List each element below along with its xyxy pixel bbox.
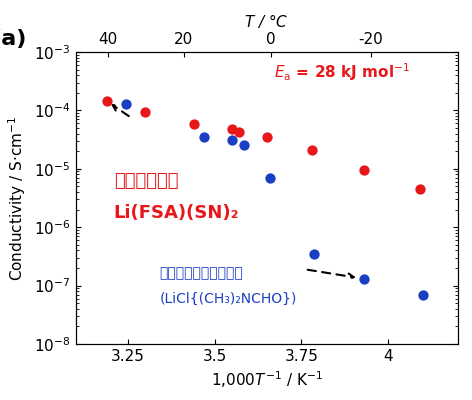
Point [122, 100, 130, 107]
Point [310, 251, 317, 257]
Point [228, 126, 236, 132]
Text: 今回開発した: 今回開発した [114, 172, 178, 190]
Point [240, 141, 248, 148]
Point [228, 137, 236, 143]
Point [263, 134, 270, 140]
X-axis label: $T$ / °C: $T$ / °C [244, 12, 289, 30]
Point [141, 108, 149, 115]
Text: (a): (a) [0, 29, 27, 49]
Point [200, 134, 208, 140]
Y-axis label: Conductivity / S·cm$^{-1}$: Conductivity / S·cm$^{-1}$ [7, 115, 28, 281]
Text: 既報の分子結晶電解質: 既報の分子結晶電解質 [160, 266, 244, 280]
Point [103, 98, 110, 104]
Point [308, 147, 316, 153]
Point [360, 276, 368, 282]
Point [235, 129, 243, 135]
Point [360, 167, 368, 173]
Point [416, 186, 423, 192]
Point [419, 292, 427, 298]
Point [190, 121, 197, 128]
Point [266, 175, 274, 181]
Text: $\mathit{E}_{\mathrm{a}}$ = 28 kJ mol$^{-1}$: $\mathit{E}_{\mathrm{a}}$ = 28 kJ mol$^{… [274, 62, 411, 83]
X-axis label: 1,000$T^{-1}$ / K$^{-1}$: 1,000$T^{-1}$ / K$^{-1}$ [211, 370, 323, 390]
Text: (LiCl{(CH₃)₂NCHO}): (LiCl{(CH₃)₂NCHO}) [160, 292, 297, 306]
Text: Li(FSA)(SN)₂: Li(FSA)(SN)₂ [114, 204, 239, 222]
